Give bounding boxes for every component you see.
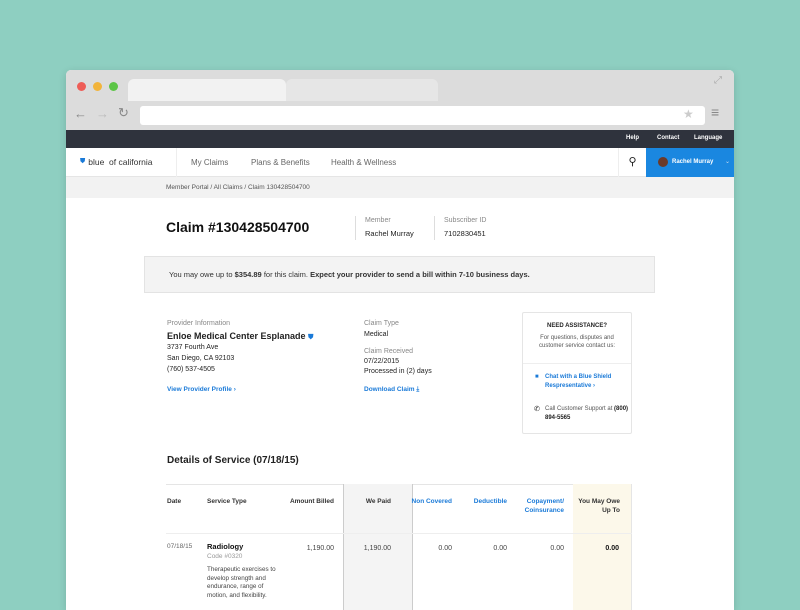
reload-icon[interactable]: ↻ <box>118 105 129 120</box>
member-value: Rachel Murray <box>365 229 414 238</box>
row-billed: 1,190.00 <box>306 545 334 552</box>
claim-type-label: Claim Type <box>364 320 399 327</box>
provider-name: Enloe Medical Center Esplanade ⛊ <box>167 331 313 342</box>
download-icon: ⤓ <box>416 386 420 393</box>
provider-name-text: Enloe Medical Center Esplanade <box>167 331 306 341</box>
forward-icon[interactable]: → <box>96 106 109 121</box>
address-bar[interactable] <box>140 106 705 125</box>
row-non-covered: 0.00 <box>438 545 452 552</box>
member-label: Member <box>365 217 391 224</box>
details-title: Details of Service (07/18/15) <box>167 455 299 466</box>
provider-address1: 3737 Fourth Ave <box>167 344 219 351</box>
row-copay: 0.00 <box>550 545 564 552</box>
notice-text: You may owe up to <box>169 270 235 279</box>
nav-my-claims[interactable]: My Claims <box>191 158 229 167</box>
browser-chrome: ← → ↻ ★ ≡ ⤢ <box>66 70 734 130</box>
download-claim-link[interactable]: Download Claim ⤓ <box>364 386 419 394</box>
row-code: Code #0320 <box>207 553 243 560</box>
shield-icon: ⛊ <box>308 334 314 341</box>
col-owe: You May Owe Up To <box>578 498 620 514</box>
bookmark-star-icon[interactable]: ★ <box>683 107 694 121</box>
claim-type-value: Medical <box>364 331 389 338</box>
browser-window: ← → ↻ ★ ≡ ⤢ Help Contact Language ⛊ blue … <box>66 70 734 610</box>
shield-icon: ⛊ <box>80 158 86 165</box>
nav-health-wellness[interactable]: Health & Wellness <box>331 158 397 167</box>
col-non-covered[interactable]: Non Covered <box>411 498 452 505</box>
utility-bar: Help Contact Language <box>66 130 734 148</box>
avatar <box>658 157 668 167</box>
call-number[interactable]: (800) 894-5565 <box>545 406 629 421</box>
assistance-text: For questions, disputes and customer ser… <box>538 335 616 349</box>
fullscreen-icon[interactable]: ⤢ <box>714 75 722 86</box>
row-paid: 1,190.00 <box>363 545 391 552</box>
provider-label: Provider Information <box>167 320 231 327</box>
col-service-type: Service Type <box>207 498 247 505</box>
call-text: Call Customer Support at <box>545 406 615 412</box>
claim-received-value: 07/22/2015 <box>364 358 400 365</box>
divider <box>355 216 356 240</box>
language-link[interactable]: Language <box>694 135 723 141</box>
col-amount-billed: Amount Billed <box>289 498 334 505</box>
page-title: Claim #130428504700 <box>166 219 310 235</box>
owe-notice: You may owe up to $354.89 for this claim… <box>144 256 655 293</box>
back-icon[interactable]: ← <box>74 106 87 121</box>
logo[interactable]: ⛊ blue of california <box>80 157 153 167</box>
row-deductible: 0.00 <box>493 545 507 552</box>
subscriber-value: 7102830451 <box>444 229 486 238</box>
user-name: Rachel Murray <box>672 159 714 165</box>
notice-bold: Expect your provider to send a bill with… <box>310 270 530 279</box>
call-support-text: Call Customer Support at (800) 894-5565 <box>545 405 629 423</box>
help-link[interactable]: Help <box>626 135 640 141</box>
col-date: Date <box>167 498 182 505</box>
col-copayment[interactable]: Copayment/ Coinsurance <box>524 498 564 514</box>
view-provider-profile-link[interactable]: View Provider Profile › <box>167 386 236 393</box>
col-we-paid: We Paid <box>365 498 391 505</box>
header-divider <box>166 533 632 534</box>
provider-phone: (760) 537-4505 <box>167 366 215 373</box>
menu-icon[interactable]: ≡ <box>711 104 720 120</box>
assistance-card: NEED ASSISTANCE? For questions, disputes… <box>522 312 632 434</box>
nav-plans-benefits[interactable]: Plans & Benefits <box>251 158 310 167</box>
assistance-title: NEED ASSISTANCE? <box>546 323 607 329</box>
divider <box>434 216 435 240</box>
processed-value: Processed in (2) days <box>364 368 432 375</box>
row-service: Radiology <box>207 542 244 551</box>
chat-icon: ■ <box>535 374 539 380</box>
claim-received-label: Claim Received <box>364 348 414 355</box>
breadcrumb: Member Portal / All Claims / Claim 13042… <box>66 177 734 198</box>
row-owe: 0.00 <box>605 545 619 552</box>
provider-address2: San Diego, CA 92103 <box>167 355 235 362</box>
maximize-window-icon[interactable] <box>109 82 118 91</box>
we-paid-column-bg <box>343 484 413 610</box>
chevron-down-icon: ⌄ <box>725 159 731 165</box>
main-nav: ⛊ blue of california My Claims Plans & Be… <box>66 148 734 177</box>
logo-text: blue of california <box>88 157 153 167</box>
notice-text: for this claim. <box>261 270 311 279</box>
owe-column-bg <box>573 484 632 610</box>
contact-link[interactable]: Contact <box>657 135 680 141</box>
row-date: 07/18/15 <box>167 543 193 550</box>
phone-icon: ✆ <box>534 406 540 413</box>
chat-link[interactable]: Chat with a Blue Shield Respresentative … <box>545 374 612 389</box>
notice-amount: $354.89 <box>234 270 262 279</box>
browser-tab-active[interactable] <box>128 79 286 101</box>
col-deductible[interactable]: Deductible <box>473 498 507 505</box>
browser-tab[interactable] <box>286 79 438 101</box>
download-claim-label: Download Claim <box>364 386 415 393</box>
user-menu[interactable]: Rachel Murray ⌄ <box>646 148 734 177</box>
row-description: Therapeutic exercises to develop strengt… <box>207 566 276 599</box>
divider <box>523 363 631 364</box>
search-icon[interactable]: ⚲ <box>618 148 646 177</box>
divider <box>176 148 177 177</box>
breadcrumb-text[interactable]: Member Portal / All Claims / Claim 13042… <box>166 184 310 191</box>
subscriber-label: Subscriber ID <box>444 217 487 224</box>
minimize-window-icon[interactable] <box>93 82 102 91</box>
close-window-icon[interactable] <box>77 82 86 91</box>
